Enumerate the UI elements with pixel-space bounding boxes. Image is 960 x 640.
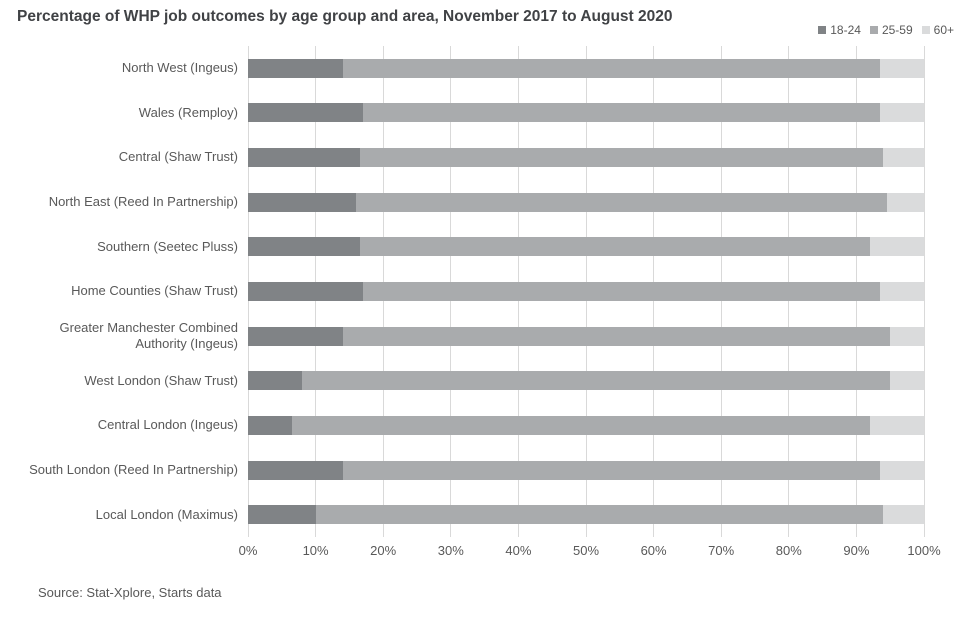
bar-segment-60+ xyxy=(880,460,924,480)
x-axis-tick: 40% xyxy=(505,543,532,558)
x-axis-tick: 0% xyxy=(238,543,258,558)
bar-segment-60+ xyxy=(883,148,924,168)
category-labels: North West (Ingeus) Wales (Remploy) Centra… xyxy=(0,46,238,537)
bar-row xyxy=(248,358,924,403)
bar-row xyxy=(248,492,924,537)
source-note: Source: Stat-Xplore, Starts data xyxy=(38,585,222,600)
legend-item: 60+ xyxy=(921,23,954,37)
bar-segment-18-24 xyxy=(248,326,343,346)
category-label: Southern (Seetec Pluss) xyxy=(97,238,238,254)
bar-row xyxy=(248,269,924,314)
bar-segment-25-59 xyxy=(359,148,884,168)
x-axis-tick: 30% xyxy=(437,543,464,558)
bar-segment-18-24 xyxy=(248,103,363,123)
category-label: Wales (Remploy) xyxy=(138,104,238,120)
legend-item: 25-59 xyxy=(869,23,913,37)
category-label: Home Counties (Shaw Trust) xyxy=(71,283,238,299)
gridline xyxy=(923,46,925,537)
legend-swatch-icon xyxy=(869,26,878,34)
category-label: North West (Ingeus) xyxy=(121,60,238,76)
bar-segment-18-24 xyxy=(248,371,303,391)
bar-segment-18-24 xyxy=(248,148,360,168)
bar-segment-60+ xyxy=(886,192,924,212)
bar-segment-18-24 xyxy=(248,505,316,525)
category-label: West London (Shaw Trust) xyxy=(84,372,238,388)
bar-segment-18-24 xyxy=(248,58,343,78)
bar-segment-25-59 xyxy=(302,371,891,391)
plot-area xyxy=(247,46,925,537)
bar-segment-25-59 xyxy=(362,282,881,302)
x-axis-tick: 100% xyxy=(907,543,941,558)
bar-row xyxy=(248,46,924,91)
category-label: Central London (Ingeus) xyxy=(97,417,238,433)
bar-segment-60+ xyxy=(880,58,924,78)
bar-segment-18-24 xyxy=(248,460,343,480)
x-axis-tick: 50% xyxy=(572,543,600,558)
x-axis-tick: 60% xyxy=(640,543,667,558)
stacked-bar xyxy=(248,237,924,257)
bar-segment-60+ xyxy=(890,326,924,346)
x-axis-tick: 90% xyxy=(843,543,870,558)
bar-segment-25-59 xyxy=(356,192,887,212)
legend-item: 18-24 xyxy=(818,23,861,37)
legend: 18-24 25-59 60+ xyxy=(818,23,954,37)
stacked-bar xyxy=(248,148,924,168)
legend-label: 25-59 xyxy=(881,23,913,37)
bar-row xyxy=(248,91,924,136)
bar-row xyxy=(248,135,924,180)
category-label: Greater Manchester Combined Authority (I… xyxy=(59,319,238,352)
bar-segment-18-24 xyxy=(248,415,292,435)
bar-row xyxy=(248,225,924,270)
bar-segment-18-24 xyxy=(248,282,363,302)
category-label: Local London (Maximus) xyxy=(95,506,238,522)
stacked-bar xyxy=(248,103,924,123)
stacked-bar xyxy=(248,192,924,212)
bar-segment-60+ xyxy=(869,415,924,435)
legend-swatch-icon xyxy=(818,26,827,34)
bar-segment-25-59 xyxy=(342,460,881,480)
category-label: South London (Reed In Partnership) xyxy=(29,461,238,477)
bar-segment-25-59 xyxy=(362,103,881,123)
bar-segment-25-59 xyxy=(342,58,881,78)
stacked-bar xyxy=(248,505,924,525)
bar-segment-60+ xyxy=(869,237,924,257)
bar-segment-60+ xyxy=(883,505,924,525)
bar-segment-25-59 xyxy=(291,415,870,435)
bar-segment-18-24 xyxy=(248,192,357,212)
bar-segment-60+ xyxy=(880,103,924,123)
x-axis-tick: 80% xyxy=(775,543,802,558)
stacked-bar xyxy=(248,460,924,480)
bar-segment-25-59 xyxy=(342,326,891,346)
bar-rows xyxy=(248,46,924,537)
bar-row xyxy=(248,314,924,359)
stacked-bar xyxy=(248,58,924,78)
x-axis-tick: 70% xyxy=(708,543,735,558)
category-label: Central (Shaw Trust) xyxy=(118,149,238,165)
category-label: North East (Reed In Partnership) xyxy=(48,194,238,210)
stacked-bar xyxy=(248,371,924,391)
bar-segment-25-59 xyxy=(315,505,884,525)
legend-label: 18-24 xyxy=(830,23,861,37)
stacked-bar xyxy=(248,415,924,435)
bar-row xyxy=(248,403,924,448)
bar-segment-25-59 xyxy=(359,237,870,257)
legend-swatch-icon xyxy=(921,26,930,34)
legend-label: 60+ xyxy=(933,23,954,37)
stacked-bar xyxy=(248,326,924,346)
bar-segment-60+ xyxy=(890,371,924,391)
bar-row xyxy=(248,448,924,493)
x-axis: 0% 10% 20% 30% 40% 50% 60% 70% 80% 90% 100% xyxy=(239,543,941,561)
stacked-bar xyxy=(248,282,924,302)
x-axis-tick: 20% xyxy=(370,543,397,558)
bar-row xyxy=(248,180,924,225)
x-axis-tick: 10% xyxy=(302,543,329,558)
chart-title: Percentage of WHP job outcomes by age gr… xyxy=(17,8,673,25)
bar-segment-60+ xyxy=(880,282,924,302)
bar-segment-18-24 xyxy=(248,237,360,257)
